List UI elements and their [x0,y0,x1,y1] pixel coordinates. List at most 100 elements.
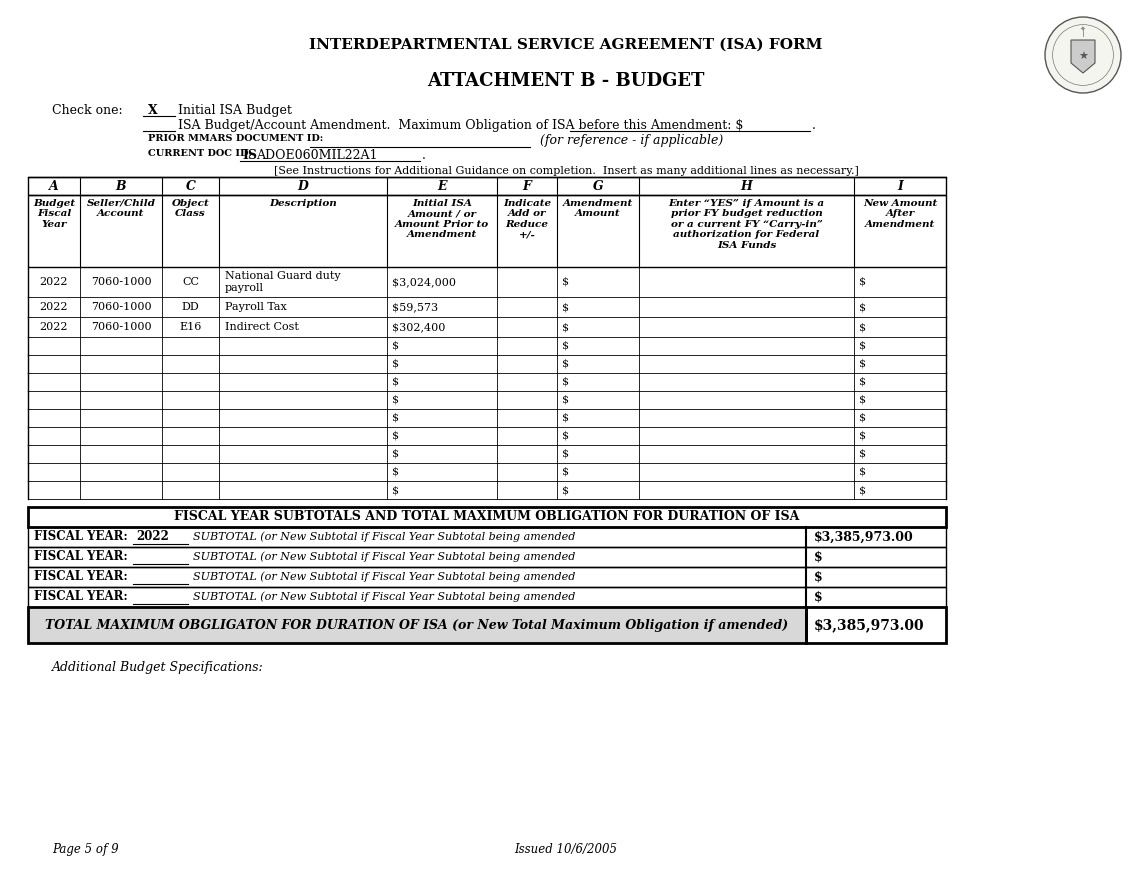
Text: Issued 10/6/2005: Issued 10/6/2005 [515,843,617,856]
Text: ISA Budget/Account Amendment.  Maximum Obligation of ISA before this Amendment: : ISA Budget/Account Amendment. Maximum Ob… [178,119,744,132]
Text: $3,385,973.00: $3,385,973.00 [814,618,925,632]
Text: E: E [437,180,447,193]
Text: F: F [523,180,531,193]
Text: $: $ [859,467,866,477]
Text: National Guard duty
payroll: National Guard duty payroll [225,271,341,293]
Text: 7060-1000: 7060-1000 [91,277,152,287]
Text: $: $ [859,302,866,312]
Text: .: . [812,119,816,132]
Text: $: $ [561,322,569,332]
Text: $: $ [561,413,569,423]
Text: D: D [298,180,308,193]
Text: $: $ [392,467,400,477]
Text: $: $ [561,395,569,405]
Bar [28,567,946,587]
Polygon shape [1071,40,1095,73]
Text: $: $ [561,377,569,387]
Text: A: A [49,180,59,193]
Text: G: G [593,180,603,193]
Text: Initial ISA Budget: Initial ISA Budget [178,104,292,117]
Bar [28,607,806,643]
Text: FISCAL YEAR:: FISCAL YEAR: [34,590,128,603]
Text: 7060-1000: 7060-1000 [91,302,152,312]
Text: 2022: 2022 [40,322,68,332]
Text: $: $ [859,341,866,351]
Text: $302,400: $302,400 [392,322,445,332]
Text: 2022: 2022 [40,302,68,312]
Text: Check one:: Check one: [52,104,122,117]
Text: H: H [740,180,753,193]
Text: ADOE060MIL22A1: ADOE060MIL22A1 [256,149,377,162]
Text: $: $ [859,377,866,387]
Text: ★: ★ [1078,52,1088,62]
Text: $59,573: $59,573 [392,302,438,312]
Text: CC: CC [182,277,199,287]
Text: SUBTOTAL (or New Subtotal if Fiscal Year Subtotal being amended: SUBTOTAL (or New Subtotal if Fiscal Year… [192,532,575,542]
Text: $: $ [561,341,569,351]
Text: FISCAL YEAR SUBTOTALS AND TOTAL MAXIMUM OBLIGATION FOR DURATION OF ISA: FISCAL YEAR SUBTOTALS AND TOTAL MAXIMUM … [174,510,799,523]
Text: $: $ [859,359,866,369]
Text: $: $ [392,449,400,459]
Text: FISCAL YEAR:: FISCAL YEAR: [34,550,128,563]
Text: Payroll Tax: Payroll Tax [225,302,286,312]
Bar [28,195,946,267]
Text: $3,385,973.00: $3,385,973.00 [814,530,914,543]
Text: $: $ [859,277,866,287]
Text: IS: IS [242,149,257,162]
Text: $: $ [859,485,866,495]
Text: $: $ [561,449,569,459]
Text: $: $ [859,395,866,405]
Bar [28,177,946,195]
Text: Page 5 of 9: Page 5 of 9 [52,843,119,856]
Text: Budget
Fiscal
Year: Budget Fiscal Year [33,199,75,228]
Text: $: $ [561,302,569,312]
Text: Object
Class: Object Class [172,199,209,218]
Text: [See Instructions for Additional Guidance on completion.  Insert as many additio: [See Instructions for Additional Guidanc… [274,166,858,176]
Text: ✦: ✦ [1080,26,1086,32]
Text: SUBTOTAL (or New Subtotal if Fiscal Year Subtotal being amended: SUBTOTAL (or New Subtotal if Fiscal Year… [192,552,575,562]
Text: $: $ [561,431,569,441]
Text: $: $ [859,449,866,459]
Text: Seller/Child
Account: Seller/Child Account [86,199,155,218]
Text: 2022: 2022 [136,530,169,543]
Text: $: $ [392,377,400,387]
Bar [28,547,946,567]
Text: CURRENT DOC ID:: CURRENT DOC ID: [148,149,252,158]
Text: FISCAL YEAR:: FISCAL YEAR: [34,570,128,583]
Text: Indirect Cost: Indirect Cost [225,322,299,332]
Text: $: $ [859,431,866,441]
Text: $: $ [392,431,400,441]
Text: New Amount
After
Amendment: New Amount After Amendment [863,199,937,228]
Text: Additional Budget Specifications:: Additional Budget Specifications: [52,661,264,674]
Text: 7060-1000: 7060-1000 [91,322,152,332]
Text: SUBTOTAL (or New Subtotal if Fiscal Year Subtotal being amended: SUBTOTAL (or New Subtotal if Fiscal Year… [192,572,575,582]
Text: INTERDEPARTMENTAL SERVICE AGREEMENT (ISA) FORM: INTERDEPARTMENTAL SERVICE AGREEMENT (ISA… [309,38,823,52]
Bar [806,607,946,643]
Text: ATTACHMENT B - BUDGET: ATTACHMENT B - BUDGET [427,72,705,90]
Text: .: . [422,149,426,162]
Bar [28,507,946,527]
Text: $: $ [392,485,400,495]
Text: $3,024,000: $3,024,000 [392,277,456,287]
Text: $: $ [561,277,569,287]
Text: $: $ [859,413,866,423]
Text: $: $ [561,467,569,477]
Text: Amendment
Amount: Amendment Amount [563,199,633,218]
Text: TOTAL MAXIMUM OBGLIGATON FOR DURATION OF ISA (or New Total Maximum Obligation if: TOTAL MAXIMUM OBGLIGATON FOR DURATION OF… [45,618,789,631]
Text: X: X [148,104,157,117]
Text: $: $ [859,322,866,332]
Text: $: $ [392,359,400,369]
Text: Indicate
Add or
Reduce
+/-: Indicate Add or Reduce +/- [503,199,551,239]
Text: $: $ [814,570,823,583]
Bar [28,587,946,607]
Text: $: $ [392,341,400,351]
Text: B: B [115,180,127,193]
Text: SUBTOTAL (or New Subtotal if Fiscal Year Subtotal being amended: SUBTOTAL (or New Subtotal if Fiscal Year… [192,592,575,603]
Text: |: | [1081,29,1084,37]
Text: DD: DD [181,302,199,312]
Text: Initial ISA
Amount / or
Amount Prior to
Amendment: Initial ISA Amount / or Amount Prior to … [395,199,489,239]
Text: Description: Description [269,199,337,208]
Text: Enter “YES” if Amount is a
prior FY budget reduction
or a current FY “Carry-in”
: Enter “YES” if Amount is a prior FY budg… [668,199,824,249]
Text: 2022: 2022 [40,277,68,287]
Text: C: C [186,180,196,193]
